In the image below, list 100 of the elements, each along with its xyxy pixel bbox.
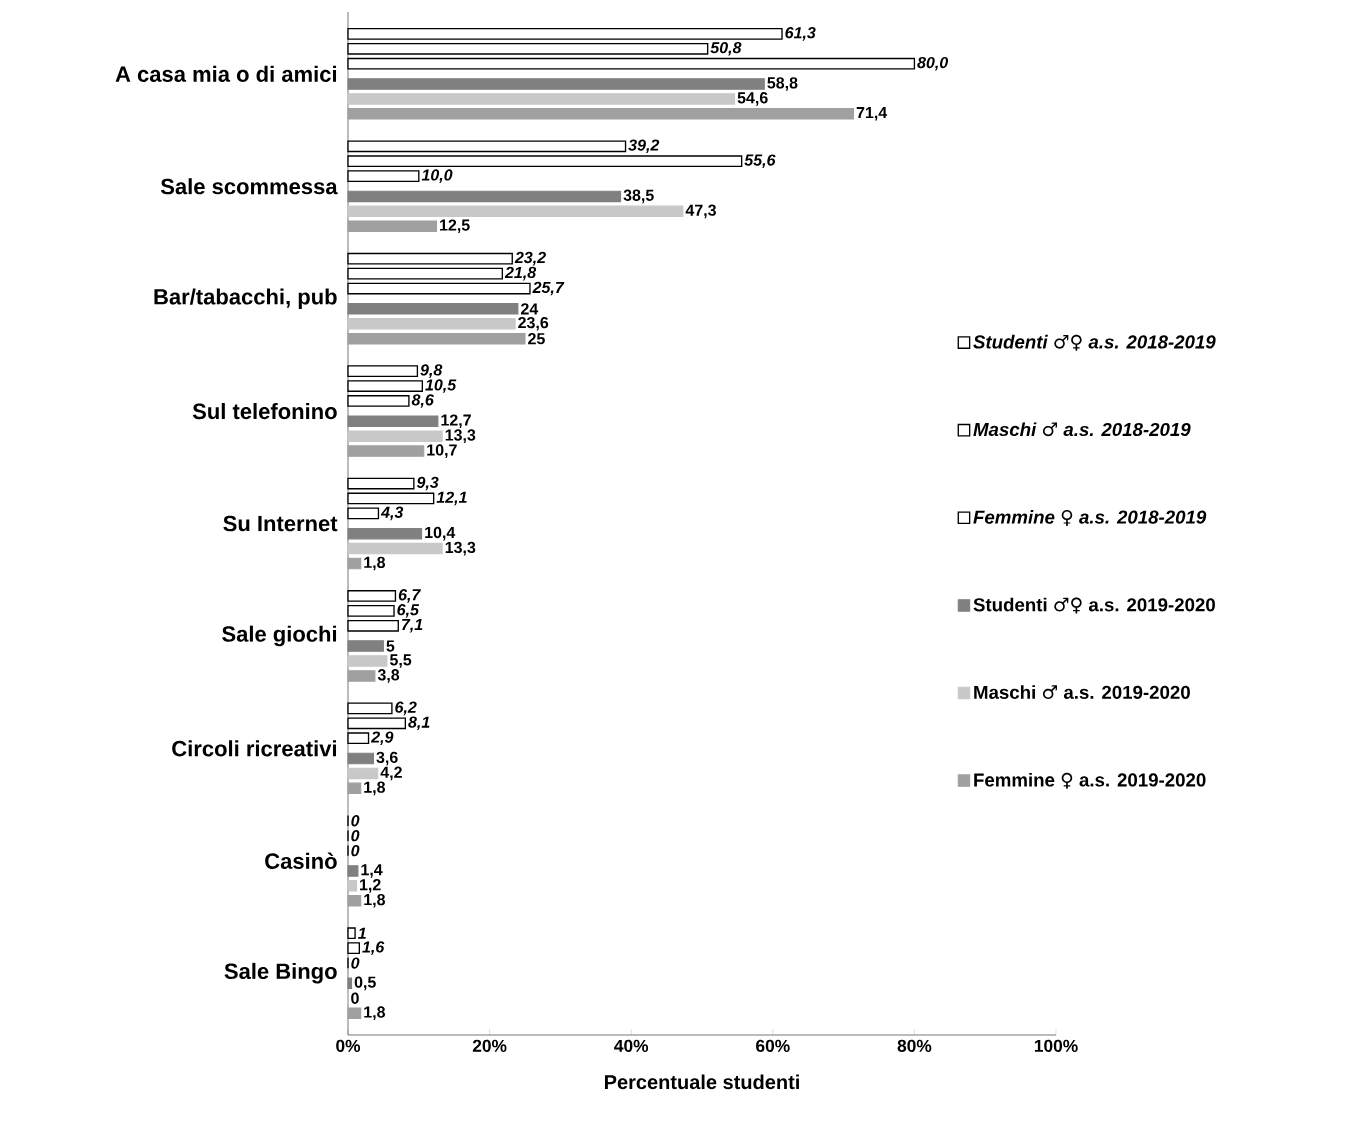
data-label: 50,8	[710, 41, 742, 56]
bar	[347, 977, 353, 990]
data-label: 1,8	[364, 893, 386, 908]
bar	[347, 332, 526, 345]
data-label: 80,0	[917, 56, 949, 71]
bar	[347, 190, 622, 203]
data-label: 9,8	[420, 364, 443, 378]
bar	[347, 445, 425, 457]
y-tick-label: Sale giochi	[222, 625, 337, 647]
data-label: 61,3	[785, 27, 816, 41]
x-tick-label: 40%	[614, 1039, 649, 1052]
bar	[347, 752, 375, 765]
x-tick-label: 80%	[897, 1039, 932, 1052]
data-label: 55,6	[744, 154, 776, 169]
bar	[347, 1007, 362, 1019]
data-label: 12,7	[441, 414, 471, 429]
bar	[347, 557, 362, 570]
y-tick-label: Sul telefonino	[192, 403, 337, 420]
data-label: 9,3	[416, 476, 439, 491]
data-label: 10,5	[425, 379, 457, 393]
data-label: 4,2	[380, 766, 402, 781]
bar	[347, 670, 376, 682]
bar	[347, 108, 855, 120]
bar	[347, 415, 439, 427]
x-axis-title: Percentuale studenti	[604, 1074, 799, 1090]
data-label: 39,2	[628, 139, 660, 154]
y-tick-label: Su Internet	[223, 515, 338, 532]
data-label: 0	[351, 844, 360, 857]
y-tick-label: Casinò	[265, 852, 337, 869]
data-label: 0	[351, 830, 360, 842]
data-label: 24	[521, 303, 539, 315]
data-label: 6,5	[397, 604, 420, 618]
data-label: 8,1	[408, 716, 430, 731]
bar	[347, 880, 358, 892]
data-label: 10,7	[427, 444, 457, 458]
data-label: 3,8	[377, 669, 400, 683]
data-label: 1	[358, 927, 366, 939]
data-label: 58,8	[767, 77, 798, 91]
bar	[347, 430, 443, 442]
bar	[347, 303, 519, 315]
data-label: 2,9	[370, 731, 394, 746]
data-label: 21,8	[504, 266, 537, 281]
data-label: 0,5	[354, 976, 376, 991]
bar	[347, 205, 684, 218]
data-label: 7,1	[402, 619, 423, 633]
bar	[347, 782, 362, 795]
y-tick-label: Circoli ricreativi	[172, 740, 337, 757]
data-label: 5,5	[389, 654, 412, 668]
data-label: 25	[528, 333, 545, 345]
legend-label: Studenti ♂♀ a.s. 2018-2019	[973, 334, 1216, 351]
data-label: 3,6	[376, 751, 398, 766]
x-tick-label: 20%	[472, 1039, 507, 1052]
x-tick-label: 100%	[1034, 1039, 1078, 1052]
data-label: 1,6	[362, 941, 385, 955]
data-label: 4,3	[380, 506, 404, 521]
bar	[347, 93, 736, 105]
bar	[347, 767, 379, 780]
y-tick-label: Sale scommessa	[160, 178, 338, 195]
x-tick-label: 60%	[756, 1039, 790, 1052]
data-label: 1,4	[361, 864, 383, 878]
data-label: 23,6	[518, 316, 549, 331]
data-label: 23,2	[514, 251, 546, 266]
data-label: 1,8	[364, 781, 386, 796]
data-label: 1,8	[364, 1006, 386, 1020]
bar	[347, 542, 443, 555]
data-label: 10,0	[421, 169, 453, 183]
bar	[347, 895, 362, 907]
legend-label: Maschi ♂ a.s. 2018-2019	[973, 422, 1191, 437]
bar	[347, 640, 384, 652]
data-label: 1,2	[360, 879, 381, 893]
data-label: 47,3	[685, 204, 716, 219]
y-tick-label: A casa mia o di amici	[115, 65, 337, 82]
data-label: 12,5	[440, 219, 470, 234]
data-label: 12,1	[436, 491, 467, 506]
legend-label: Studenti ♂♀ a.s. 2019-2020	[973, 597, 1215, 614]
legend-label: Maschi ♂ a.s. 2019-2020	[974, 685, 1190, 700]
data-label: 13,3	[445, 429, 476, 443]
data-label: 8,6	[411, 394, 434, 408]
data-label: 13,3	[445, 541, 476, 556]
data-label: 25,7	[532, 281, 565, 296]
bar	[347, 220, 438, 232]
x-tick-label: 0%	[336, 1039, 361, 1052]
bar	[347, 655, 388, 667]
data-label: 0	[351, 992, 359, 1004]
data-label: 0	[351, 815, 360, 827]
bar	[347, 318, 516, 330]
y-tick-label: Sale Bingo	[224, 962, 337, 984]
bar	[347, 527, 423, 540]
y-tick-label: Bar/tabacchi, pub	[154, 288, 337, 309]
legend-label: Femmine ♀ a.s. 2018-2019	[973, 509, 1207, 526]
data-label: 6,7	[398, 589, 421, 603]
legend-label: Femmine ♀ a.s. 2019-2020	[974, 772, 1206, 789]
data-label: 38,5	[623, 189, 654, 204]
data-label: 10,4	[425, 526, 456, 541]
data-label: 6,2	[395, 701, 417, 716]
data-label: 5	[386, 640, 395, 652]
data-label: 54,6	[737, 92, 768, 106]
bar	[347, 865, 359, 877]
data-label: 0	[351, 957, 360, 969]
data-label: 1,8	[364, 556, 386, 571]
